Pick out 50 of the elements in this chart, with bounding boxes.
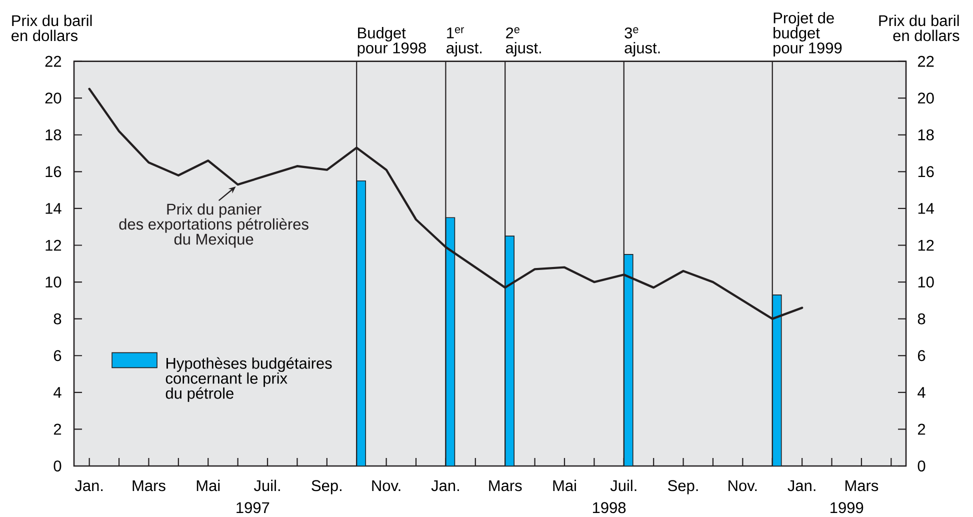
y2-tick-label: 20 [918, 92, 934, 104]
x-tick-label: Juil. [610, 480, 636, 492]
text: 1997 [236, 502, 270, 514]
y-tick-label: 0 [54, 460, 62, 472]
x-tick-label: Mai [553, 480, 576, 492]
ref-line-label: Projet de budget pour 1999 [774, 12, 842, 57]
y2-tick-label: 14 [918, 203, 934, 214]
x-tick-label: Nov. [372, 480, 400, 492]
y2-tick-label: 12 [918, 240, 934, 251]
y-tick-label: 6 [54, 350, 62, 362]
y2-tick-label: 6 [918, 350, 926, 362]
x-tick-label: Sep. [312, 480, 342, 494]
y-tick-label: 16 [46, 166, 62, 178]
ref-line-label: 1$^{er}$ ajust. [446, 27, 482, 57]
text: 1999 [830, 502, 864, 514]
y2-tick-label: 22 [918, 56, 934, 67]
ref-line-label: Budget pour 1998 [358, 27, 426, 57]
x-tick-label: Jan. [74, 480, 103, 492]
y-tick-label: 18 [46, 129, 62, 140]
y-tick-label: 22 [45, 56, 62, 67]
y-tick-label: 20 [45, 92, 62, 104]
y2-tick-label: 18 [918, 129, 934, 140]
x-tick-label: Jan. [788, 480, 816, 492]
y-tick-label: 2 [54, 424, 62, 435]
y-tick-label: 4 [54, 387, 62, 398]
y-tick-label: 12 [46, 240, 62, 251]
text: 1998 [592, 502, 626, 514]
x-tick-label: Sep. [668, 480, 698, 494]
ref-line-label: 2$^{e}$ ajust. [506, 27, 541, 57]
x-tick-label: Jan. [431, 480, 459, 492]
y2-tick-label: 0 [918, 460, 926, 472]
y2-axis-title: Prix du baril en dollars [879, 14, 960, 42]
y-tick-label: 8 [54, 313, 62, 324]
y2-tick-label: 10 [918, 276, 934, 288]
x-tick-label: Mars [846, 480, 878, 492]
x-tick-label: Juil. [254, 480, 280, 492]
y2-tick-label: 16 [918, 166, 934, 178]
x-tick-label: Nov. [728, 480, 757, 492]
y2-tick-label: 4 [918, 387, 926, 398]
text: Prix du panier des exportations pétrolières du Mexique [119, 203, 308, 248]
y-axis-title: Prix du baril en dollars [12, 14, 92, 42]
y-tick-label: 10 [46, 276, 62, 288]
x-tick-label: Mars [132, 480, 166, 492]
ref-line-label: 3$^{e}$ ajust. [624, 27, 660, 57]
x-tick-label: Mai [196, 480, 220, 492]
y-tick-label: 14 [46, 203, 62, 214]
x-tick-label: Mars [489, 480, 522, 492]
y2-tick-label: 8 [918, 313, 926, 324]
y2-tick-label: 2 [918, 424, 926, 435]
legend-label: Hypothèses budgétaires concernant le prix du pétrole [166, 357, 332, 402]
